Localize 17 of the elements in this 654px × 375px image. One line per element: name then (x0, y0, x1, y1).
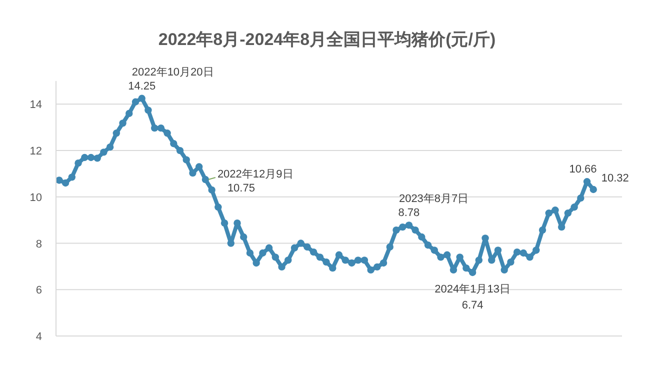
data-label: 10.32 (601, 172, 629, 184)
annotation: 2024年1月13日 (434, 283, 510, 296)
y-tick-label: 4 (36, 331, 42, 343)
y-tick-label: 14 (30, 99, 42, 112)
y-tick-label: 10 (30, 192, 42, 204)
text: 2022年10月20日 (132, 66, 214, 78)
chart-title: 2022年8月-2024年8月全国日平均猪价(元/斤) (158, 30, 496, 49)
y-tick-label: 6 (36, 284, 42, 297)
data-label: 10.75 (227, 182, 255, 195)
data-label: 14.25 (128, 80, 156, 92)
y-tick-label: 8 (36, 238, 42, 250)
annotation: 2023年8月7日 (398, 193, 469, 206)
data-label: 10.66 (569, 164, 597, 176)
data-label: 8.78 (398, 207, 420, 220)
data-label: 6.74 (462, 299, 484, 312)
y-tick-label: 12 (30, 146, 42, 158)
annotation: 2022年12月9日 (217, 168, 294, 181)
